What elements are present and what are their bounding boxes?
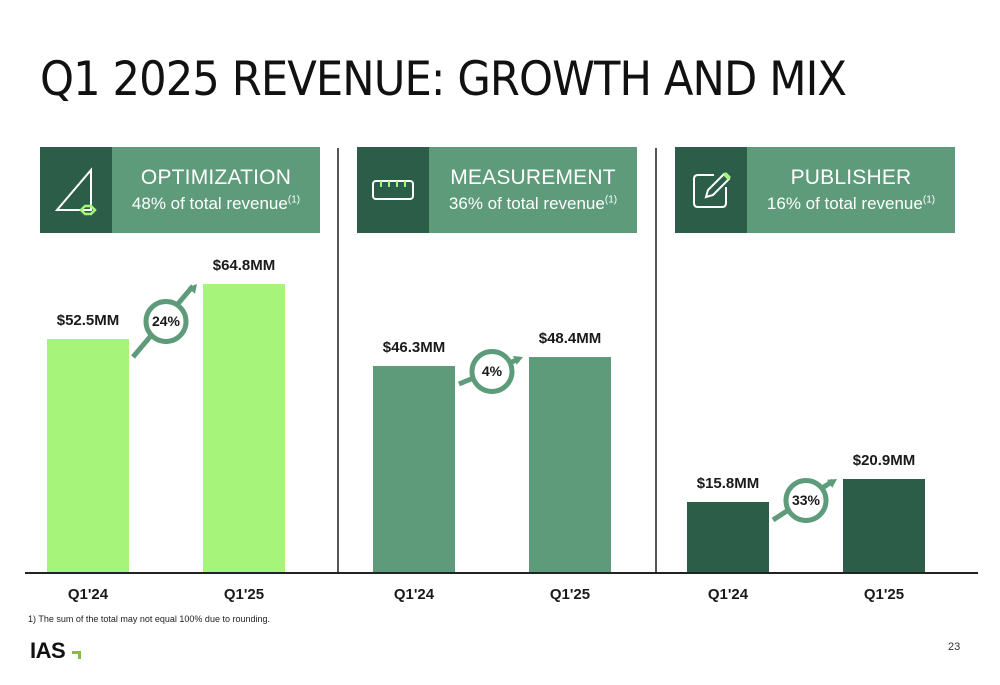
bar [373,366,455,572]
panel-title: PUBLISHER [790,166,912,189]
panel-title: OPTIMIZATION [140,166,292,189]
panel-divider [655,148,657,573]
triangle-gear-icon [40,147,112,233]
bar [203,284,285,572]
panel-header-optimization: OPTIMIZATION 48% of total revenue(1) [40,147,320,233]
page-title: Q1 2025 REVENUE: GROWTH AND MIX [40,52,847,107]
bar-value-label: $15.8MM [696,475,760,492]
ruler-icon [357,147,429,233]
x-tick-label: Q1'24 [393,586,435,603]
ias-logo: IAS [30,638,66,663]
panel-subtitle: 36% of total revenue(1) [448,194,618,213]
bar-value-label: $64.8MM [212,257,276,274]
x-tick-label: Q1'25 [549,586,591,603]
bar [47,339,129,572]
bar-value-label: $20.9MM [852,452,916,469]
x-tick-label: Q1'25 [863,586,905,603]
page-number: 23 [948,641,961,653]
logo-mark-icon [72,651,81,659]
panel-header-publisher: PUBLISHER 16% of total revenue(1) [675,147,955,233]
panel-title: MEASUREMENT [450,166,616,189]
bar [687,502,769,572]
panel-subtitle: 48% of total revenue(1) [131,194,301,213]
bar-value-label: $46.3MM [382,339,446,356]
x-axis-baseline [25,572,978,574]
x-tick-label: Q1'25 [223,586,265,603]
edit-pencil-icon [675,147,747,233]
x-tick-label: Q1'24 [67,586,109,603]
bar [843,479,925,572]
bar [529,357,611,572]
panel-subtitle: 16% of total revenue(1) [766,194,936,213]
growth-percent-label: 33% [791,491,821,508]
panel-divider [337,148,339,573]
footnote: 1) The sum of the total may not equal 10… [28,614,270,624]
panel-header-measurement: MEASUREMENT 36% of total revenue(1) [357,147,637,233]
x-tick-label: Q1'24 [707,586,749,603]
bar-value-label: $52.5MM [56,312,120,329]
bar-value-label: $48.4MM [538,330,602,347]
growth-percent-label: 24% [151,312,181,329]
growth-percent-label: 4% [481,362,503,379]
